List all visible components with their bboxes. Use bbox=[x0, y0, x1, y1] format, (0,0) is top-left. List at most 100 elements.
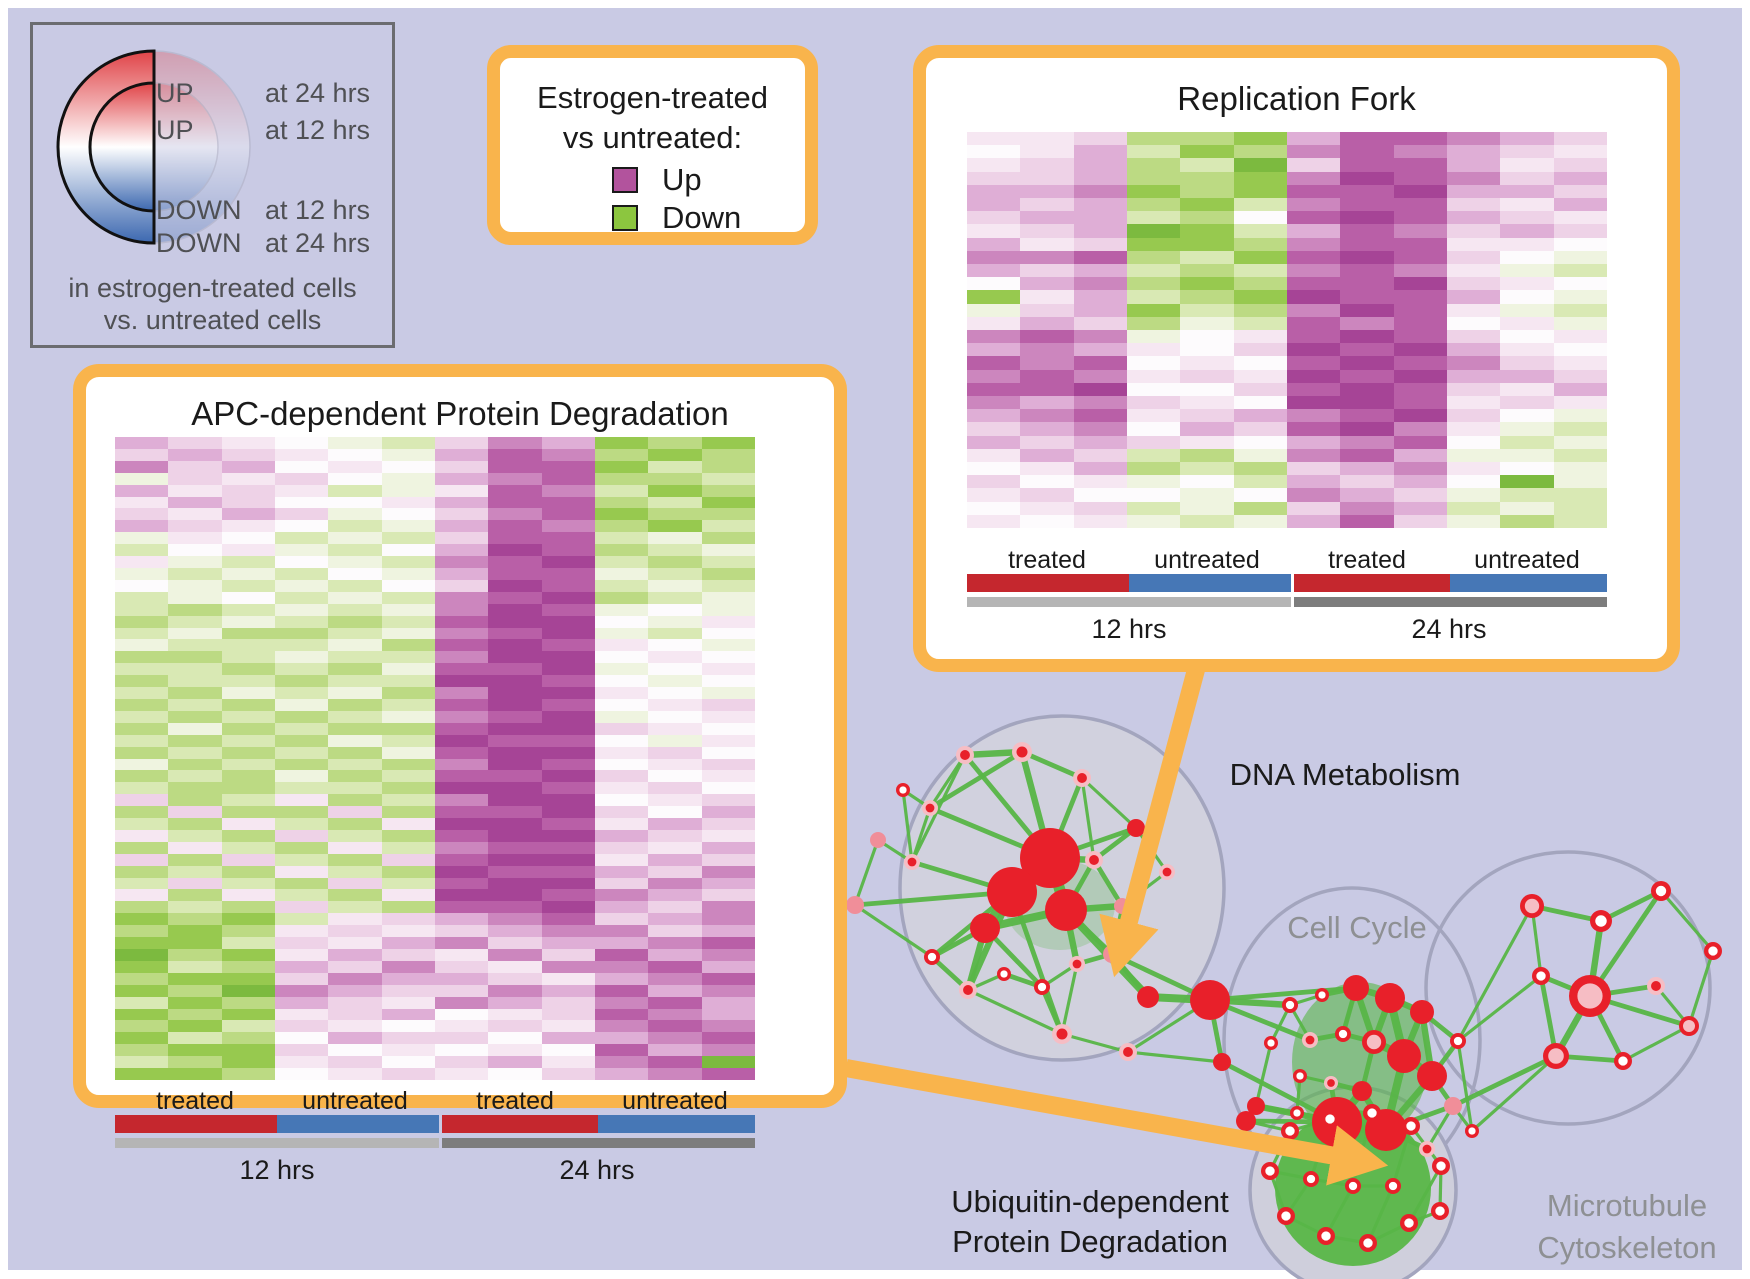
gene-node-core bbox=[1468, 1127, 1476, 1135]
heatmap-cell bbox=[115, 472, 169, 485]
heatmap-cell bbox=[1446, 461, 1501, 476]
heatmap-cell bbox=[381, 865, 435, 878]
apc-heatmap bbox=[115, 437, 755, 1080]
heatmap-cell bbox=[1500, 382, 1554, 396]
heatmap-cell bbox=[1446, 290, 1501, 304]
heatmap-cell bbox=[701, 698, 755, 711]
heatmap-cell bbox=[488, 770, 542, 783]
untreated-bar bbox=[277, 1115, 439, 1133]
heatmap-cell bbox=[1073, 224, 1127, 238]
heatmap-cell bbox=[1446, 132, 1501, 146]
heatmap-cell bbox=[115, 865, 169, 878]
heatmap-cell bbox=[648, 782, 702, 795]
heatmap-cell bbox=[274, 1068, 329, 1080]
heatmap-cell bbox=[488, 663, 542, 676]
heatmap-cell bbox=[594, 746, 649, 759]
heatmap-cell bbox=[381, 1008, 435, 1021]
heatmap-cell bbox=[274, 1044, 329, 1057]
heatmap-cell bbox=[1180, 514, 1234, 528]
heatmap-cell bbox=[115, 484, 169, 497]
gene-node-core bbox=[960, 750, 970, 760]
heatmap-cell bbox=[701, 829, 755, 842]
heatmap-cell bbox=[541, 1032, 595, 1045]
heatmap-cell bbox=[115, 1020, 169, 1033]
hrs24-bar bbox=[1294, 597, 1607, 607]
heatmap-cell bbox=[701, 508, 755, 521]
heatmap-cell bbox=[115, 841, 169, 854]
heatmap-cell bbox=[381, 675, 435, 688]
rf-time-bars bbox=[967, 597, 1607, 607]
gene-node-solid bbox=[1247, 1097, 1265, 1115]
gene-node-solid bbox=[1343, 975, 1369, 1001]
heatmap-cell bbox=[1286, 158, 1341, 172]
heatmap-cell bbox=[115, 532, 169, 545]
heatmap-cell bbox=[221, 841, 275, 854]
heatmap-cell bbox=[1233, 197, 1287, 212]
heatmap-cell bbox=[488, 853, 542, 866]
heatmap-cell bbox=[967, 145, 1021, 159]
replication-fork-panel: Replication Fork treated untreated treat… bbox=[913, 45, 1680, 672]
heatmap-cell bbox=[1233, 488, 1287, 502]
heatmap-cell bbox=[1286, 303, 1341, 317]
heatmap-cell bbox=[1126, 237, 1181, 251]
heatmap-cell bbox=[1446, 435, 1501, 449]
heatmap-cell bbox=[274, 710, 329, 723]
heatmap-cell bbox=[594, 460, 649, 473]
heatmap-cell bbox=[1340, 171, 1394, 185]
gene-node-pink bbox=[870, 832, 886, 848]
heatmap-cell bbox=[1233, 475, 1287, 489]
heatmap-cell bbox=[967, 132, 1021, 146]
heatmap-cell bbox=[1020, 501, 1074, 515]
heatmap-cell bbox=[648, 984, 702, 997]
heatmap-cell bbox=[434, 949, 489, 961]
heatmap-cell bbox=[594, 841, 649, 854]
heatmap-cell bbox=[488, 901, 542, 914]
heatmap-cell bbox=[115, 579, 169, 592]
heatmap-cell bbox=[274, 508, 329, 521]
heatmap-cell bbox=[115, 722, 169, 735]
heatmap-cell bbox=[168, 520, 222, 533]
network-edge bbox=[1209, 985, 1357, 1003]
heatmap-cell bbox=[221, 972, 275, 985]
gene-node-core bbox=[1708, 946, 1718, 956]
heatmap-cell bbox=[701, 722, 755, 735]
heatmap-cell bbox=[701, 663, 755, 676]
gene-node-core bbox=[1435, 1206, 1445, 1216]
heatmap-cell bbox=[488, 984, 542, 997]
heatmap-cell bbox=[1020, 329, 1074, 344]
heatmap-cell bbox=[648, 960, 702, 973]
heatmap-cell bbox=[701, 889, 755, 902]
heatmap-cell bbox=[541, 675, 595, 688]
heatmap-cell bbox=[115, 675, 169, 688]
heatmap-cell bbox=[1180, 263, 1234, 278]
gene-node-core bbox=[1651, 981, 1661, 991]
heatmap-cell bbox=[1286, 145, 1341, 159]
heatmap-cell bbox=[1020, 435, 1074, 449]
heatmap-cell bbox=[168, 913, 222, 926]
heatmap-cell bbox=[1393, 329, 1447, 344]
heatmap-cell bbox=[648, 806, 702, 819]
heatmap-cell bbox=[1073, 290, 1127, 304]
heatmap-cell bbox=[1553, 435, 1607, 449]
heatmap-cell bbox=[381, 710, 435, 723]
heatmap-cell bbox=[594, 437, 649, 449]
heatmap-cell bbox=[1340, 197, 1394, 212]
heatmap-cell bbox=[221, 1008, 275, 1021]
heatmap-cell bbox=[1233, 211, 1287, 225]
heatmap-cell bbox=[115, 1056, 169, 1069]
heatmap-cell bbox=[594, 722, 649, 735]
heatmap-cell bbox=[115, 544, 169, 557]
heatmap-cell bbox=[221, 448, 275, 461]
heatmap-cell bbox=[1393, 290, 1447, 304]
heatmap-cell bbox=[1446, 329, 1501, 344]
heatmap-cell bbox=[328, 925, 382, 938]
heatmap-cell bbox=[168, 818, 222, 830]
heatmap-cell bbox=[488, 1020, 542, 1033]
heatmap-cell bbox=[1393, 132, 1447, 146]
heatmap-cell bbox=[1020, 197, 1074, 212]
heatmap-cell bbox=[274, 496, 329, 509]
heatmap-cell bbox=[701, 746, 755, 759]
heatmap-cell bbox=[967, 263, 1021, 278]
heatmap-cell bbox=[381, 1032, 435, 1045]
heatmap-cell bbox=[1500, 277, 1554, 291]
